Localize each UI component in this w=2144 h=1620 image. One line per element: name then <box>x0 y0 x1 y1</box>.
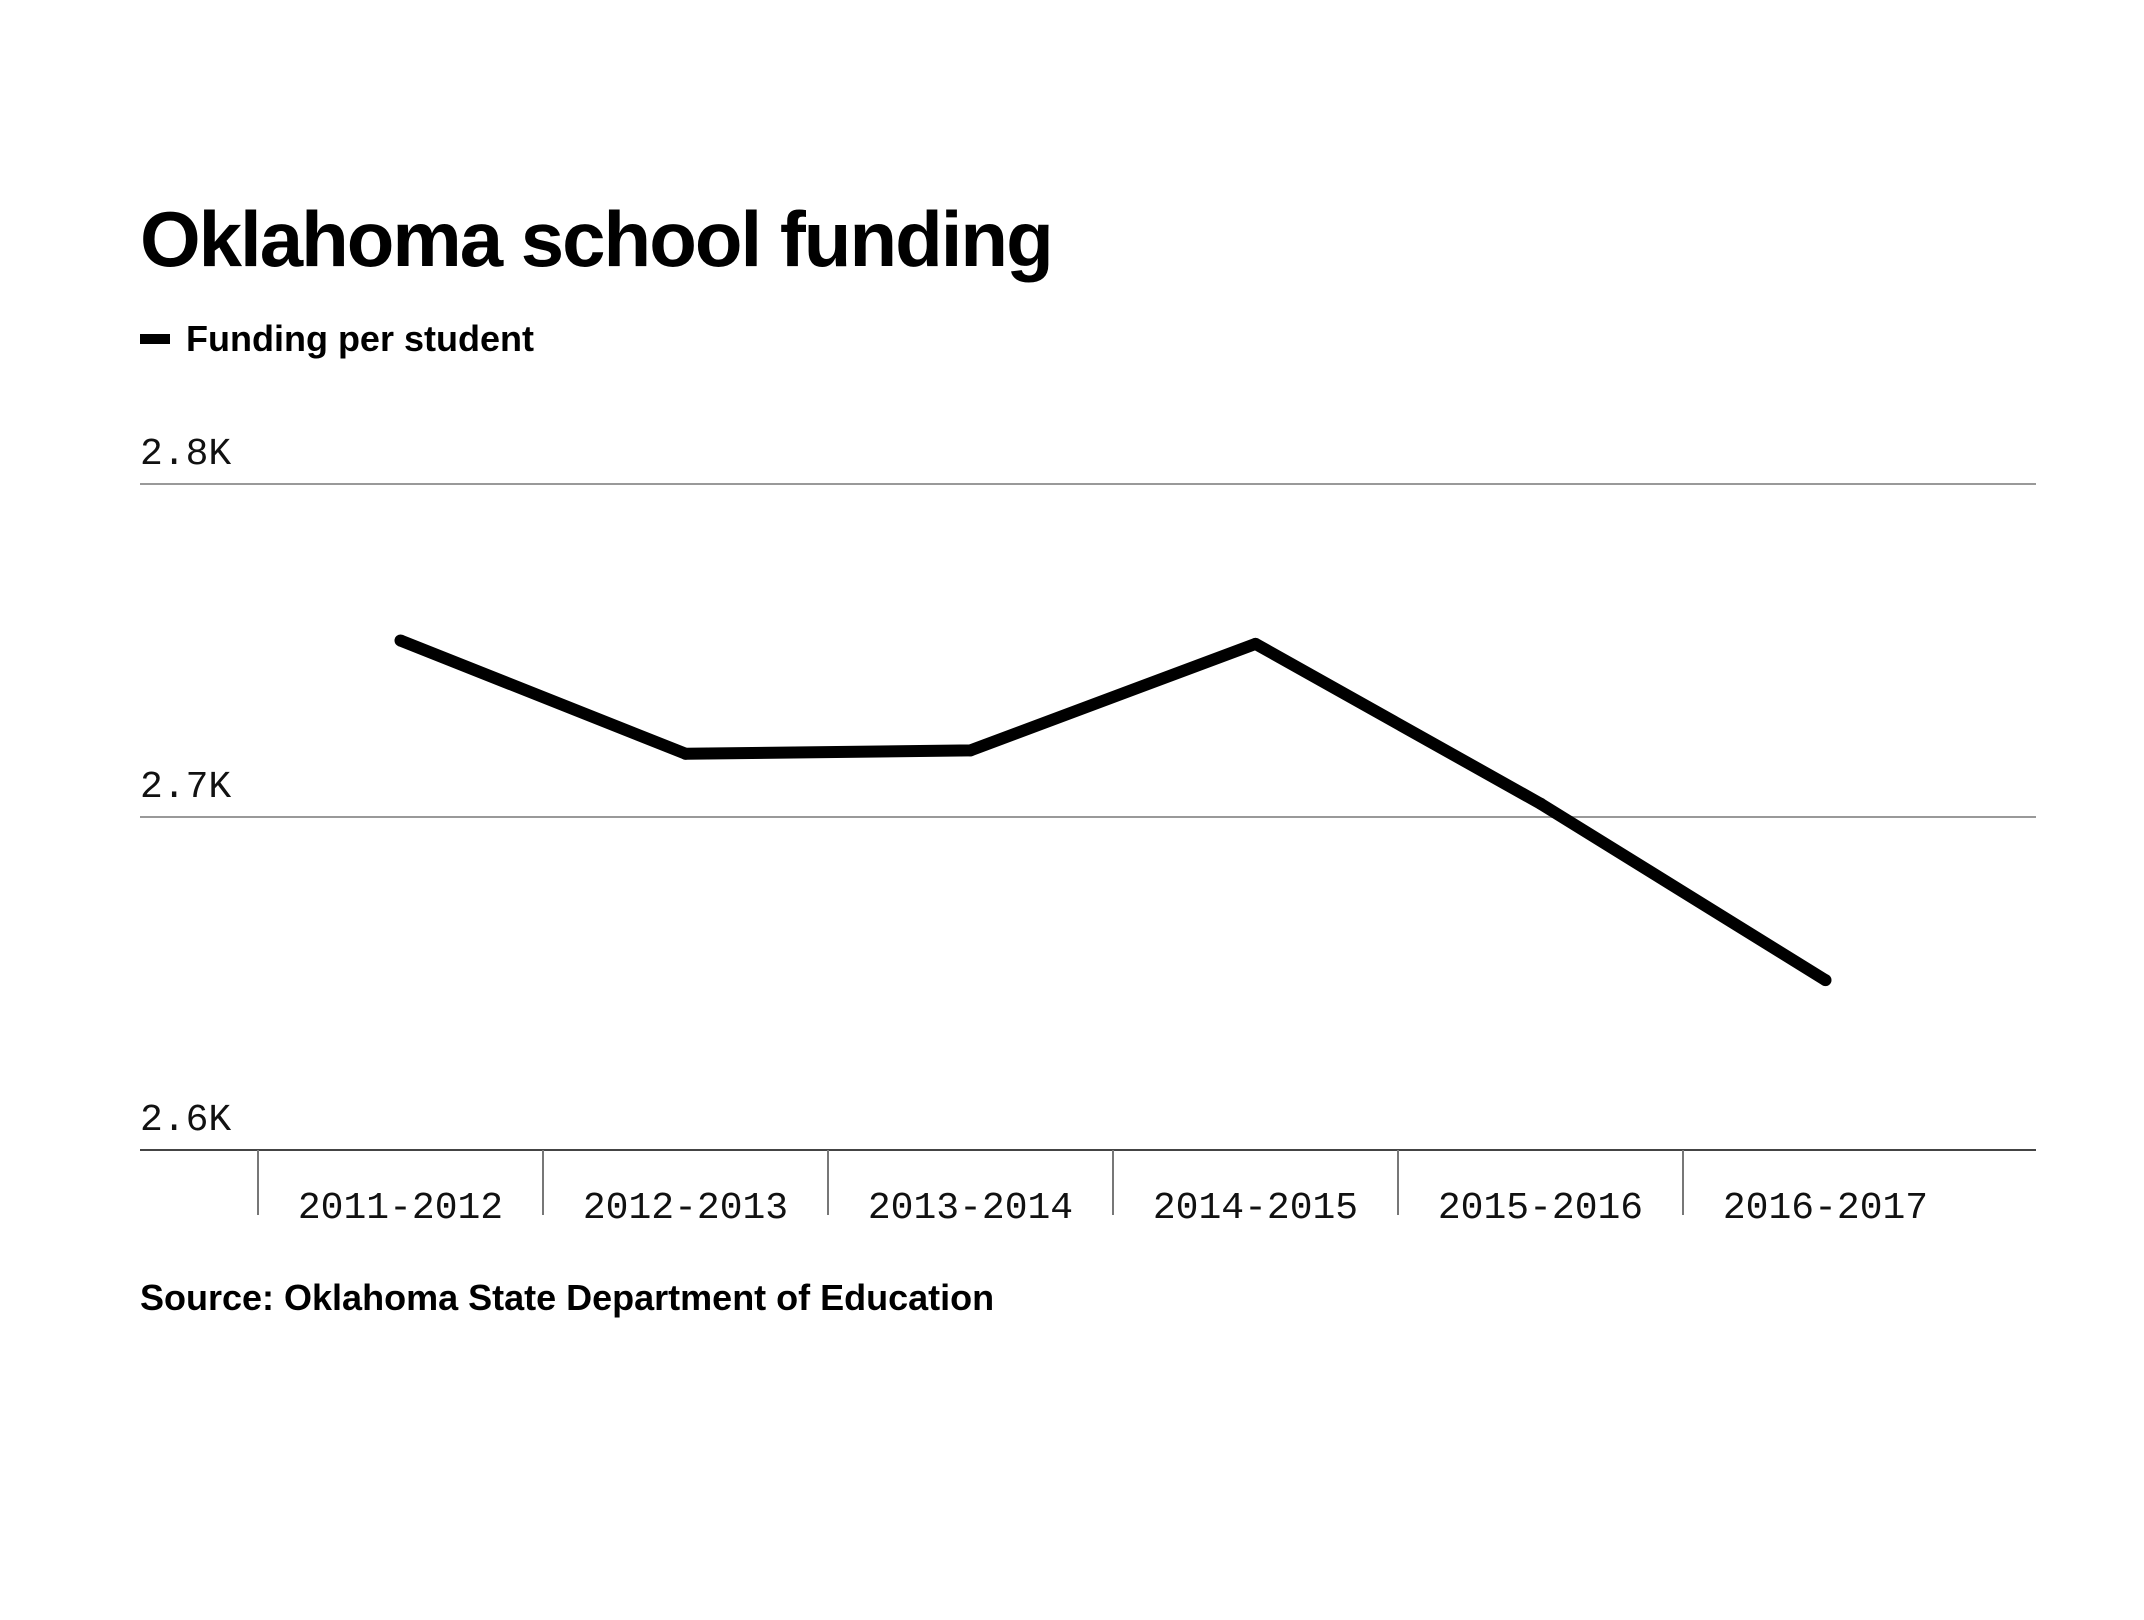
x-tick-label: 2011-2012 <box>298 1187 503 1230</box>
legend-label: Funding per student <box>186 318 534 359</box>
x-tick-label: 2014-2015 <box>1153 1187 1358 1230</box>
y-tick-label: 2.6K <box>140 1099 231 1142</box>
legend: Funding per student <box>140 318 534 360</box>
y-tick-label: 2.8K <box>140 433 231 476</box>
x-tick-label: 2016-2017 <box>1723 1187 1928 1230</box>
data-point <box>1819 974 1832 987</box>
data-point <box>394 634 407 647</box>
x-tick-label: 2013-2014 <box>868 1187 1073 1230</box>
legend-swatch <box>140 334 170 344</box>
source-note: Source: Oklahoma State Department of Edu… <box>140 1277 995 1318</box>
chart-title: Oklahoma school funding <box>140 195 1054 283</box>
x-tick-label: 2015-2016 <box>1438 1187 1643 1230</box>
series-line-funding-per-student <box>398 634 1829 986</box>
data-point <box>964 744 977 757</box>
data-point <box>1249 637 1262 650</box>
y-tick-label: 2.7K <box>140 766 231 809</box>
data-point <box>1534 797 1547 810</box>
x-tick-label: 2012-2013 <box>583 1187 788 1230</box>
data-point <box>679 747 692 760</box>
